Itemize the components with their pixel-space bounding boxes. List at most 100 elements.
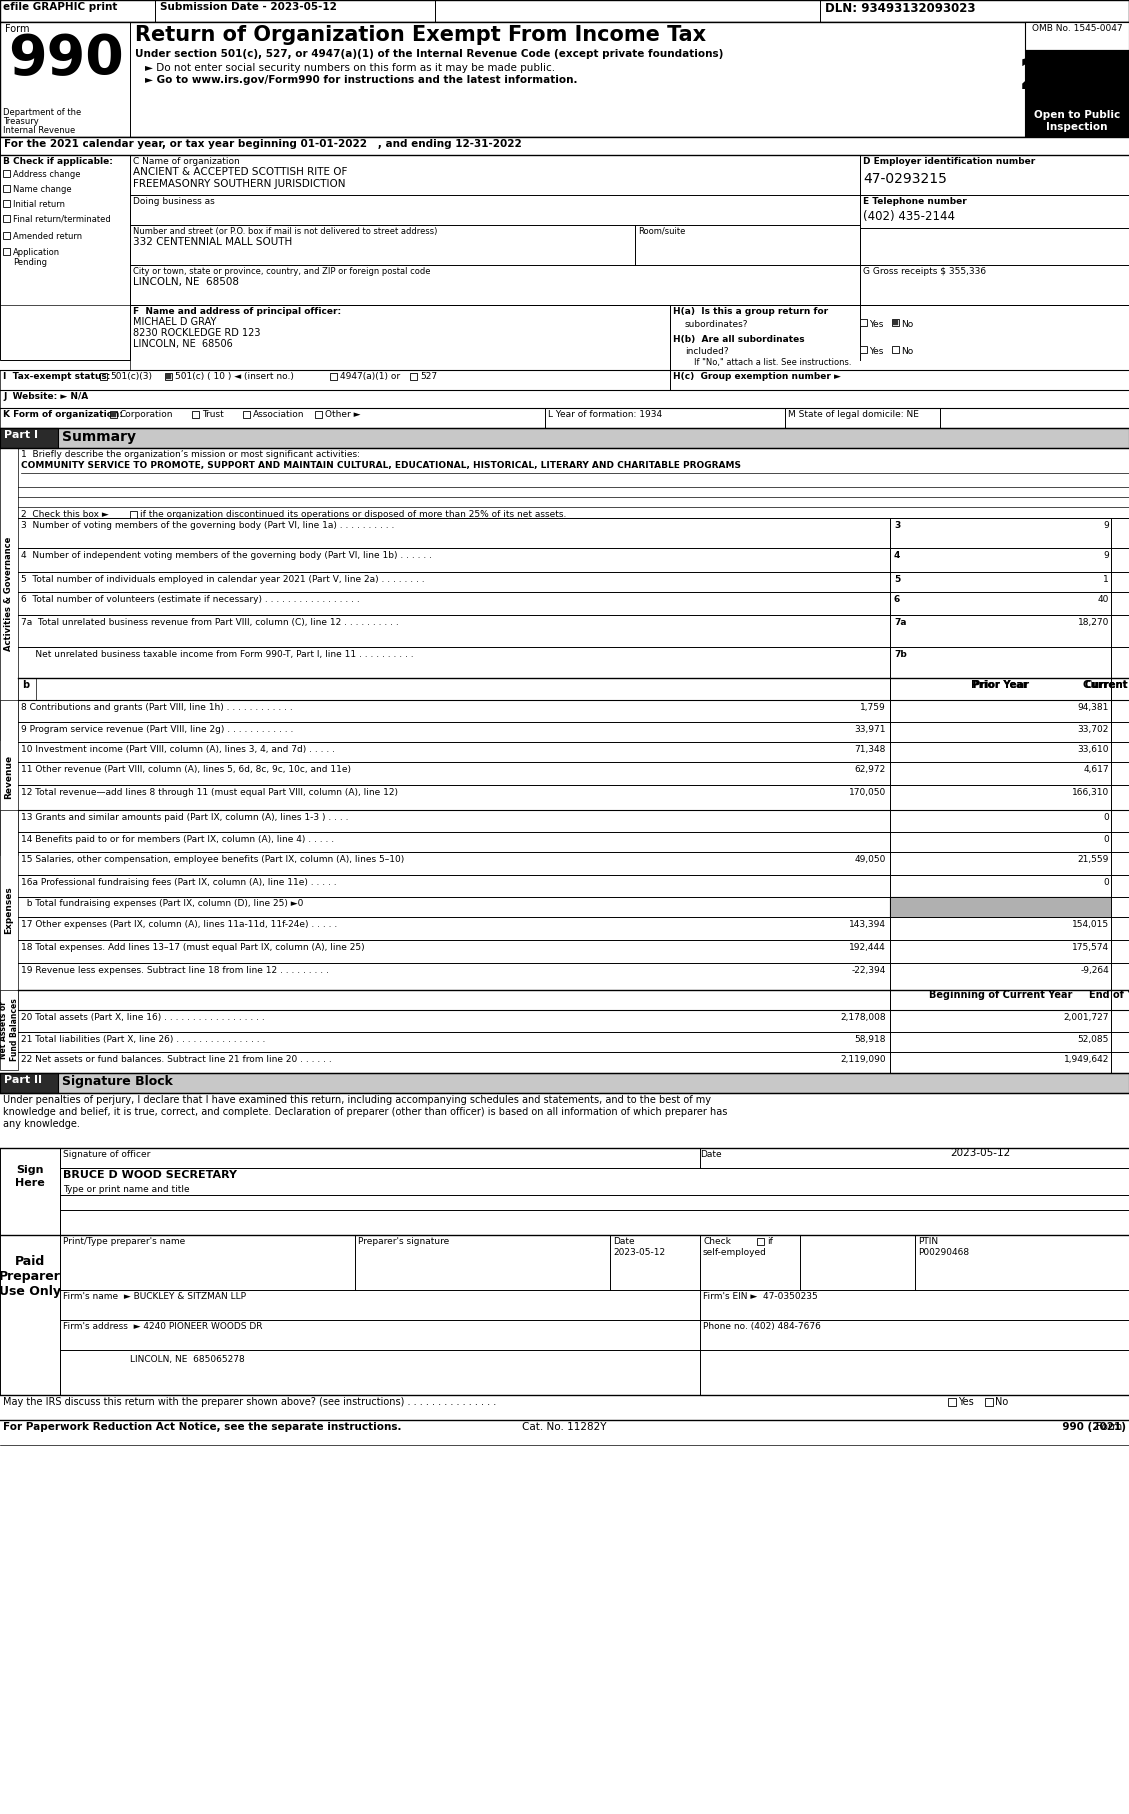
- Text: 4,617: 4,617: [1084, 766, 1109, 775]
- Bar: [0, 1074, 58, 1094]
- Bar: [3, 249, 10, 256]
- Text: 4947(a)(1) or: 4947(a)(1) or: [340, 372, 400, 381]
- Text: Summary: Summary: [62, 430, 135, 444]
- Text: 2023-05-12: 2023-05-12: [613, 1248, 665, 1257]
- Text: Firm's address  ► 4240 PIONEER WOODS DR: Firm's address ► 4240 PIONEER WOODS DR: [63, 1322, 263, 1331]
- Text: 14 Benefits paid to or for members (Part IX, column (A), line 4) . . . . .: 14 Benefits paid to or for members (Part…: [21, 834, 334, 844]
- Bar: [100, 374, 107, 379]
- Text: Amended return: Amended return: [14, 232, 82, 241]
- Text: Signature of officer: Signature of officer: [63, 1150, 150, 1159]
- Text: 21 Total liabilities (Part X, line 26) . . . . . . . . . . . . . . . .: 21 Total liabilities (Part X, line 26) .…: [21, 1036, 265, 1045]
- Text: 33,610: 33,610: [1077, 746, 1109, 755]
- Bar: [3, 232, 10, 239]
- Text: H(a)  Is this a group return for: H(a) Is this a group return for: [673, 307, 829, 316]
- Text: -22,394: -22,394: [851, 967, 886, 974]
- Text: 33,971: 33,971: [855, 726, 886, 735]
- Text: Return of Organization Exempt From Income Tax: Return of Organization Exempt From Incom…: [135, 25, 706, 45]
- Text: Check: Check: [703, 1237, 730, 1246]
- Bar: [890, 896, 1111, 918]
- Text: Sign: Sign: [16, 1165, 44, 1175]
- Text: ► Do not enter social security numbers on this form as it may be made public.: ► Do not enter social security numbers o…: [145, 63, 555, 73]
- Text: Print/Type preparer's name: Print/Type preparer's name: [63, 1237, 185, 1246]
- Bar: [166, 374, 170, 379]
- Text: if the organization discontinued its operations or disposed of more than 25% of : if the organization discontinued its ope…: [140, 510, 567, 519]
- Text: Signature Block: Signature Block: [62, 1076, 173, 1088]
- Bar: [60, 1235, 1129, 1395]
- Bar: [110, 412, 117, 417]
- Bar: [669, 305, 1129, 370]
- Text: Association: Association: [253, 410, 305, 419]
- Text: Form: Form: [5, 24, 29, 34]
- Text: Yes: Yes: [869, 346, 883, 356]
- Text: If "No," attach a list. See instructions.: If "No," attach a list. See instructions…: [673, 357, 851, 366]
- Text: No: No: [995, 1397, 1008, 1408]
- Text: ► Go to www.irs.gov/Form990 for instructions and the latest information.: ► Go to www.irs.gov/Form990 for instruct…: [145, 74, 578, 85]
- Text: knowledge and belief, it is true, correct, and complete. Declaration of preparer: knowledge and belief, it is true, correc…: [3, 1107, 727, 1117]
- Text: 2,119,090: 2,119,090: [840, 1056, 886, 1065]
- Text: 21,559: 21,559: [1077, 854, 1109, 863]
- Bar: [0, 1148, 60, 1235]
- Text: 2023-05-12: 2023-05-12: [949, 1148, 1010, 1157]
- Text: I  Tax-exempt status:: I Tax-exempt status:: [3, 372, 111, 381]
- Text: Cat. No. 11282Y: Cat. No. 11282Y: [522, 1422, 606, 1431]
- Bar: [1111, 990, 1129, 1010]
- Text: K Form of organization:: K Form of organization:: [3, 410, 123, 419]
- Text: Current Year: Current Year: [1085, 680, 1129, 689]
- Bar: [130, 154, 860, 359]
- Text: Submission Date - 2023-05-12: Submission Date - 2023-05-12: [160, 2, 336, 13]
- Text: Room/suite: Room/suite: [638, 227, 685, 236]
- Bar: [315, 412, 322, 417]
- Bar: [243, 412, 250, 417]
- Text: Type or print name and title: Type or print name and title: [63, 1185, 190, 1194]
- Text: G Gross receipts $ 355,336: G Gross receipts $ 355,336: [863, 267, 986, 276]
- Text: 62,972: 62,972: [855, 766, 886, 775]
- Text: self-employed: self-employed: [703, 1248, 767, 1257]
- Text: 143,394: 143,394: [849, 920, 886, 929]
- Bar: [948, 1399, 956, 1406]
- Text: May the IRS discuss this return with the preparer shown above? (see instructions: May the IRS discuss this return with the…: [3, 1397, 497, 1408]
- Text: Paid: Paid: [15, 1255, 45, 1268]
- Text: -9,264: -9,264: [1080, 967, 1109, 974]
- Text: 71,348: 71,348: [855, 746, 886, 755]
- Text: 40: 40: [1097, 595, 1109, 604]
- Text: 4: 4: [894, 551, 900, 561]
- Bar: [3, 171, 10, 178]
- Text: H(b)  Are all subordinates: H(b) Are all subordinates: [673, 336, 805, 345]
- Text: C Name of organization: C Name of organization: [133, 158, 239, 167]
- Text: 2,178,008: 2,178,008: [840, 1012, 886, 1021]
- Bar: [0, 448, 18, 740]
- Text: Number and street (or P.O. box if mail is not delivered to street address): Number and street (or P.O. box if mail i…: [133, 227, 437, 236]
- Bar: [892, 346, 899, 354]
- Text: ANCIENT & ACCEPTED SCOTTISH RITE OF: ANCIENT & ACCEPTED SCOTTISH RITE OF: [133, 167, 348, 178]
- Text: Current Year: Current Year: [1083, 680, 1129, 689]
- Text: 501(c) ( 10 ) ◄ (insert no.): 501(c) ( 10 ) ◄ (insert no.): [175, 372, 294, 381]
- Text: Phone no. (402) 484-7676: Phone no. (402) 484-7676: [703, 1322, 821, 1331]
- Text: Department of the: Department of the: [3, 109, 81, 116]
- Text: Under section 501(c), 527, or 4947(a)(1) of the Internal Revenue Code (except pr: Under section 501(c), 527, or 4947(a)(1)…: [135, 49, 724, 60]
- Bar: [984, 1399, 994, 1406]
- Text: Firm's EIN ►  47-0350235: Firm's EIN ► 47-0350235: [703, 1292, 817, 1301]
- Text: 5  Total number of individuals employed in calendar year 2021 (Part V, line 2a) : 5 Total number of individuals employed i…: [21, 575, 425, 584]
- Bar: [0, 154, 130, 359]
- Bar: [1025, 51, 1129, 109]
- Text: 19 Revenue less expenses. Subtract line 18 from line 12 . . . . . . . . .: 19 Revenue less expenses. Subtract line …: [21, 967, 329, 974]
- Bar: [3, 216, 10, 221]
- Bar: [1025, 109, 1129, 138]
- Text: P00290468: P00290468: [918, 1248, 969, 1257]
- Text: 9 Program service revenue (Part VIII, line 2g) . . . . . . . . . . . .: 9 Program service revenue (Part VIII, li…: [21, 726, 294, 735]
- Text: Initial return: Initial return: [14, 200, 65, 209]
- Text: 20 Total assets (Part X, line 16) . . . . . . . . . . . . . . . . . .: 20 Total assets (Part X, line 16) . . . …: [21, 1012, 264, 1021]
- Text: 9: 9: [1103, 551, 1109, 561]
- Text: J  Website: ► N/A: J Website: ► N/A: [3, 392, 88, 401]
- Text: B Check if applicable:: B Check if applicable:: [3, 158, 113, 167]
- Text: LINCOLN, NE  68508: LINCOLN, NE 68508: [133, 278, 239, 287]
- Text: MICHAEL D GRAY: MICHAEL D GRAY: [133, 317, 217, 327]
- Text: Under penalties of perjury, I declare that I have examined this return, includin: Under penalties of perjury, I declare th…: [3, 1096, 711, 1105]
- Text: 1: 1: [1103, 575, 1109, 584]
- Bar: [758, 1237, 764, 1244]
- Text: 15 Salaries, other compensation, employee benefits (Part IX, column (A), lines 5: 15 Salaries, other compensation, employe…: [21, 854, 404, 863]
- Text: 52,085: 52,085: [1077, 1036, 1109, 1045]
- Text: BRUCE D WOOD SECRETARY: BRUCE D WOOD SECRETARY: [63, 1170, 237, 1179]
- Text: 1  Briefly describe the organization’s mission or most significant activities:: 1 Briefly describe the organization’s mi…: [21, 450, 360, 459]
- Text: included?: included?: [685, 346, 728, 356]
